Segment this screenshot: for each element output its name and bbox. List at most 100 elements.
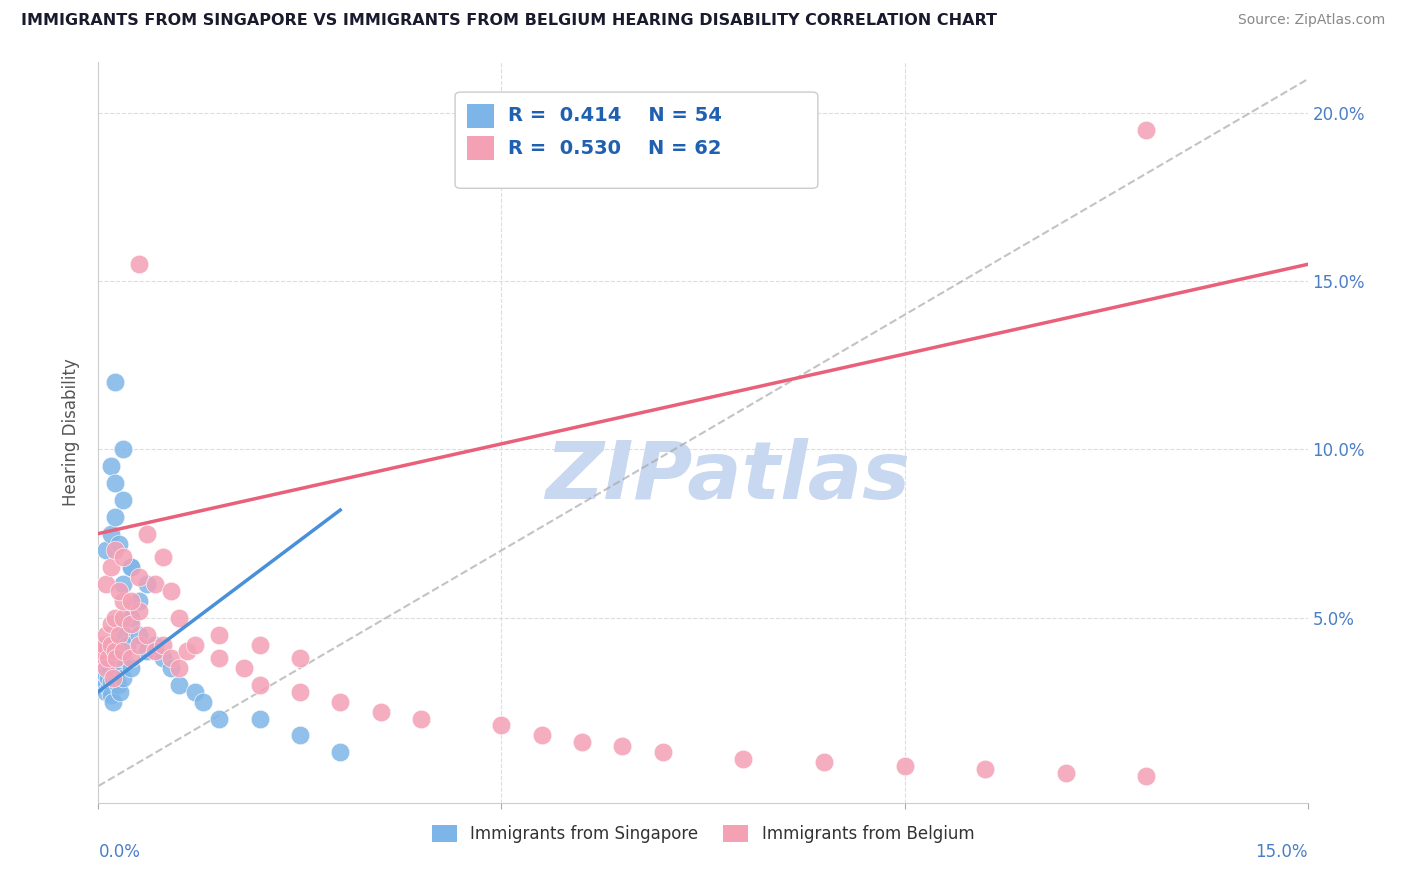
Point	[100, 560, 122, 574]
Point	[370, 705, 392, 719]
Point	[733, 752, 755, 766]
Point	[120, 651, 142, 665]
Point	[135, 627, 157, 641]
Point	[103, 644, 125, 658]
Point	[101, 651, 124, 665]
Point	[135, 526, 157, 541]
Point	[111, 610, 134, 624]
Text: R =  0.414    N = 54: R = 0.414 N = 54	[509, 106, 723, 125]
Point	[329, 695, 352, 709]
Point	[96, 577, 118, 591]
Point	[96, 661, 118, 675]
Point	[208, 651, 231, 665]
Point	[111, 671, 134, 685]
Point	[176, 644, 198, 658]
Point	[167, 661, 190, 675]
Point	[152, 651, 174, 665]
Point	[89, 651, 111, 665]
Point	[135, 644, 157, 658]
Point	[105, 638, 128, 652]
Point	[128, 627, 150, 641]
Point	[208, 712, 231, 726]
Point	[120, 560, 142, 574]
FancyBboxPatch shape	[467, 136, 494, 161]
Point	[120, 610, 142, 624]
Point	[128, 638, 150, 652]
Point	[160, 661, 183, 675]
Point	[115, 638, 138, 652]
Point	[530, 729, 553, 743]
Point	[96, 644, 118, 658]
Point	[103, 610, 125, 624]
Point	[612, 739, 634, 753]
Point	[111, 492, 134, 507]
Point	[101, 671, 124, 685]
Point	[893, 758, 915, 772]
Point	[108, 685, 131, 699]
Point	[96, 543, 118, 558]
Point	[103, 509, 125, 524]
Point	[111, 644, 134, 658]
Point	[288, 651, 311, 665]
FancyBboxPatch shape	[456, 92, 818, 188]
Point	[111, 550, 134, 565]
Point	[128, 594, 150, 608]
Point	[111, 442, 134, 457]
Point	[90, 671, 112, 685]
Point	[167, 678, 190, 692]
Point	[1135, 769, 1157, 783]
Point	[100, 688, 122, 702]
Point	[107, 657, 129, 672]
Point	[97, 651, 120, 665]
Point	[249, 638, 271, 652]
Point	[111, 594, 134, 608]
Point	[101, 695, 124, 709]
Legend: Immigrants from Singapore, Immigrants from Belgium: Immigrants from Singapore, Immigrants fr…	[425, 819, 981, 850]
Point	[93, 638, 115, 652]
Point	[160, 583, 183, 598]
Point	[94, 678, 117, 692]
Point	[120, 661, 142, 675]
Point	[107, 627, 129, 641]
Point	[111, 577, 134, 591]
Point	[128, 570, 150, 584]
Point	[100, 459, 122, 474]
Point	[107, 678, 129, 692]
Point	[97, 671, 120, 685]
Point	[94, 668, 117, 682]
Point	[97, 681, 120, 696]
Point	[120, 617, 142, 632]
Point	[93, 657, 115, 672]
Text: Source: ZipAtlas.com: Source: ZipAtlas.com	[1237, 13, 1385, 28]
FancyBboxPatch shape	[467, 103, 494, 128]
Text: 0.0%: 0.0%	[98, 843, 141, 861]
Point	[91, 651, 114, 665]
Point	[105, 651, 128, 665]
Point	[288, 685, 311, 699]
Point	[107, 536, 129, 550]
Point	[128, 257, 150, 271]
Point	[409, 712, 432, 726]
Point	[100, 638, 122, 652]
Point	[491, 718, 513, 732]
Text: R =  0.530    N = 62: R = 0.530 N = 62	[509, 139, 721, 158]
Point	[143, 577, 166, 591]
Point	[103, 375, 125, 389]
Point	[120, 594, 142, 608]
Point	[111, 627, 134, 641]
Point	[128, 604, 150, 618]
Point	[249, 678, 271, 692]
Point	[100, 617, 122, 632]
Point	[160, 651, 183, 665]
Point	[103, 644, 125, 658]
Point	[184, 685, 207, 699]
Point	[100, 674, 122, 689]
Point	[111, 651, 134, 665]
Point	[96, 627, 118, 641]
Point	[96, 685, 118, 699]
Point	[103, 543, 125, 558]
Point	[103, 668, 125, 682]
Point	[571, 735, 593, 749]
Point	[152, 638, 174, 652]
Point	[249, 712, 271, 726]
